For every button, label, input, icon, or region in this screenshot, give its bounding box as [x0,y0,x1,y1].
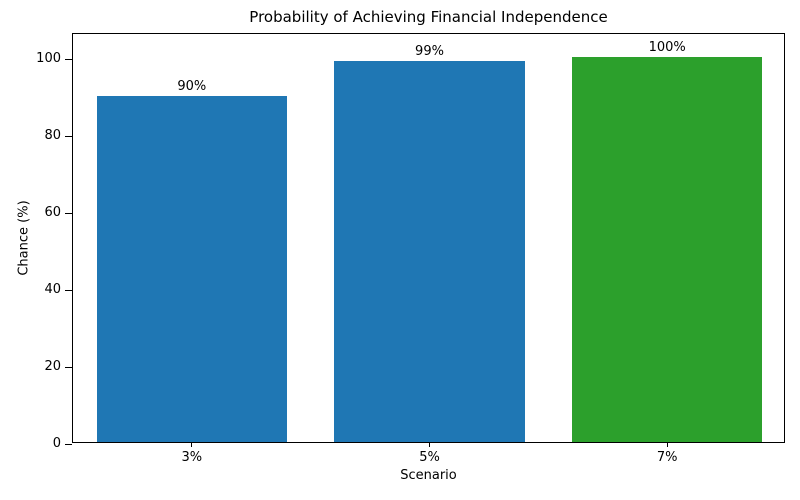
y-tick-label: 80 [44,128,61,144]
bar-7pct [572,57,763,442]
x-tick-mark [191,443,193,447]
y-tick-label: 100 [36,51,61,67]
y-tick-mark [65,443,72,445]
x-tick-label: 5% [419,450,440,465]
bar-value-label: 90% [177,78,207,94]
bar-5pct [334,60,525,442]
plot-area: 0 20 40 60 80 100 90% 3% 99% 5% 100% 7% [36,33,785,465]
y-tick-label: 20 [44,359,61,374]
x-tick-label: 7% [656,450,678,465]
x-axis-label: Scenario [400,468,457,483]
y-tick-label: 60 [44,205,61,220]
x-tick-mark [666,443,668,447]
bar-value-label: 100% [648,40,686,56]
y-tick-mark [65,366,72,368]
x-tick-mark [429,443,430,447]
y-tick-mark [65,58,72,60]
y-tick-mark [65,212,72,214]
bar-value-label: 99% [415,43,444,59]
bar-3pct [96,95,287,442]
chart-title: Probability of Achieving Financial Indep… [249,8,608,26]
y-tick-label: 0 [52,436,61,451]
y-tick-label: 40 [44,282,61,297]
y-tick-mark [65,289,72,291]
y-tick-mark [65,135,72,137]
x-tick-label: 3% [181,450,203,465]
